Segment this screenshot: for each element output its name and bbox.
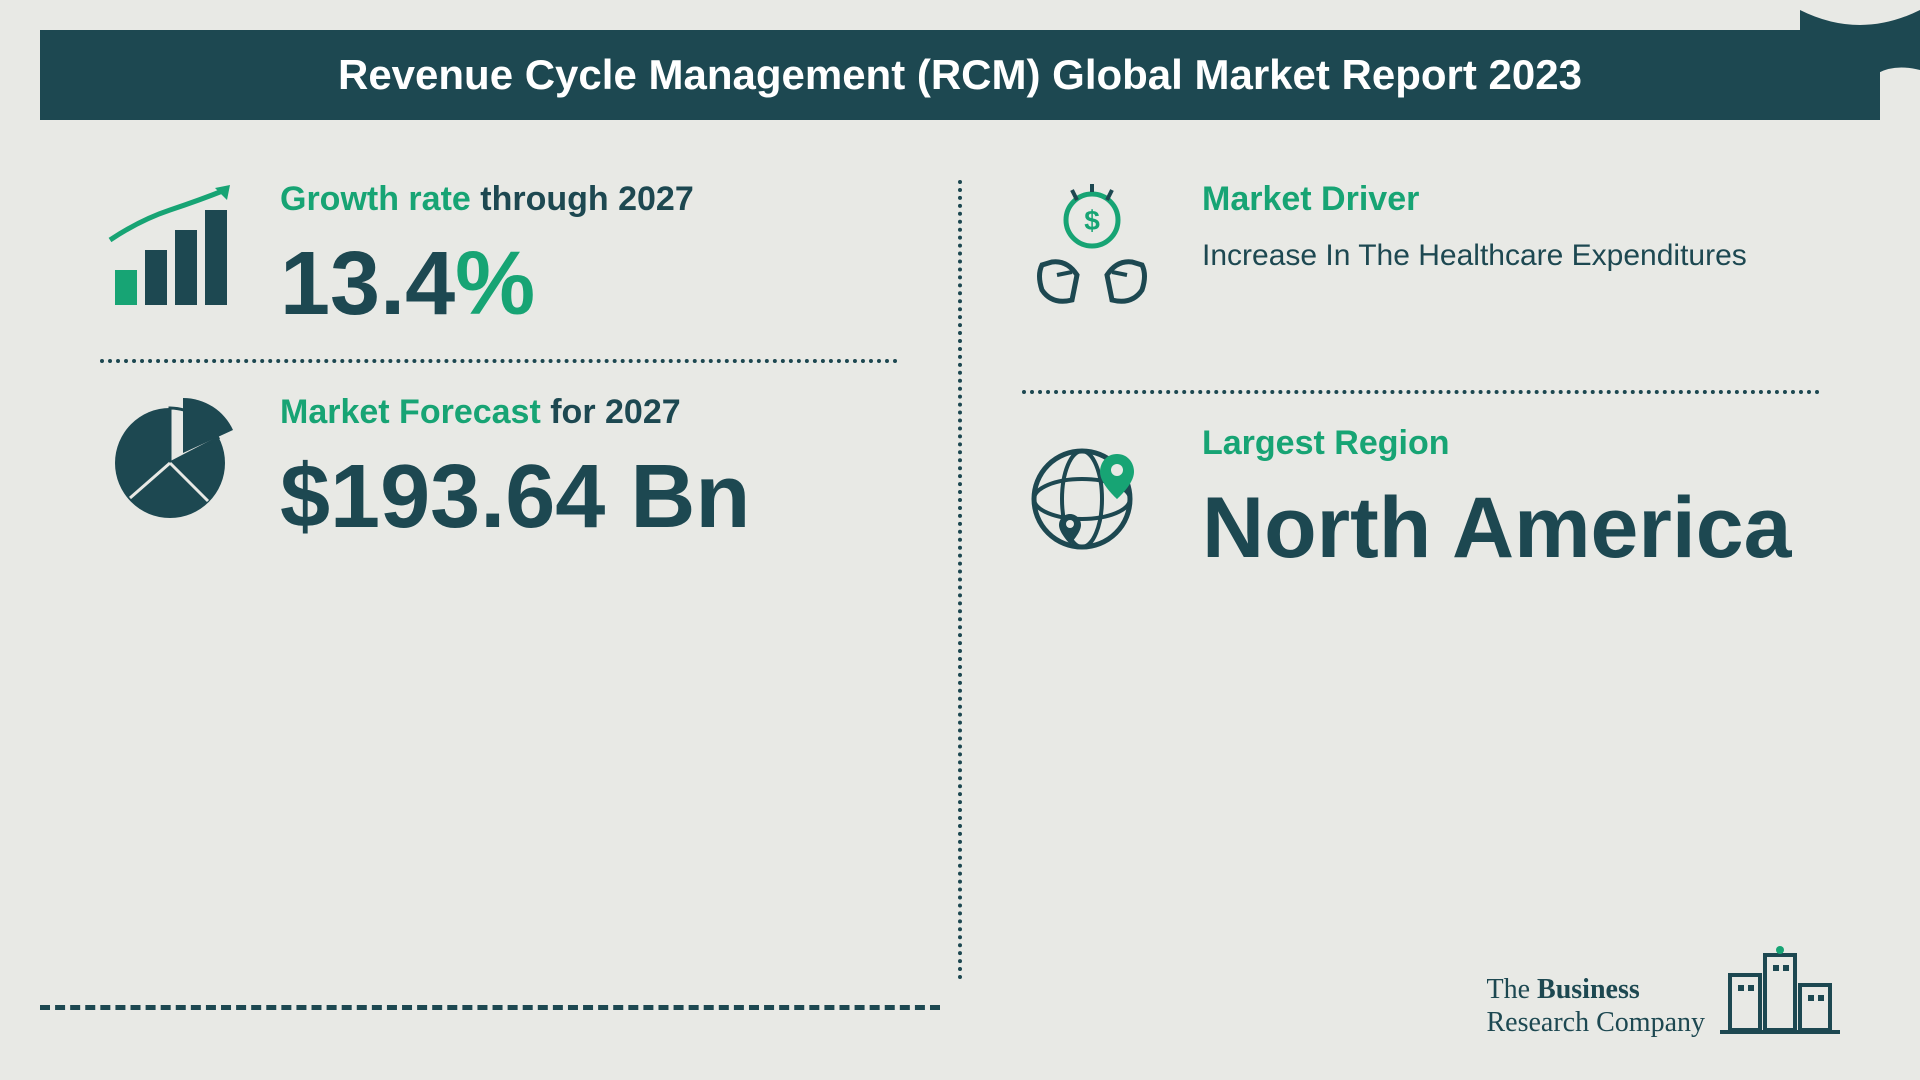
logo-line1-bold: Business (1537, 974, 1640, 1005)
largest-region-section: Largest Region North America (1022, 424, 1820, 573)
growth-rate-value: 13.4% (280, 239, 898, 329)
market-driver-text: Increase In The Healthcare Expenditures (1202, 239, 1820, 273)
right-column: $ Market Driver Increase In The Healthca… (1022, 180, 1820, 980)
logo-text: The Business Research Company (1487, 973, 1706, 1040)
market-forecast-value: $193.64 Bn (280, 452, 898, 542)
market-forecast-section: Market Forecast for 2027 $193.64 Bn (100, 393, 898, 542)
growth-rate-section: Growth rate through 2027 13.4% (100, 180, 898, 329)
globe-pins-icon (1022, 424, 1162, 564)
percent-symbol: % (455, 234, 535, 334)
growth-rate-label: Growth rate through 2027 (280, 180, 898, 219)
hands-dollar-icon: $ (1022, 180, 1162, 320)
market-forecast-text: Market Forecast for 2027 $193.64 Bn (280, 393, 898, 542)
vertical-divider (958, 180, 962, 980)
horizontal-divider-right (1022, 390, 1820, 394)
market-forecast-label-prefix: Market Forecast (280, 393, 541, 431)
largest-region-label: Largest Region (1202, 424, 1820, 463)
growth-rate-number: 13.4 (280, 234, 455, 334)
logo-line2: Research Company (1487, 1006, 1706, 1040)
buildings-icon (1720, 945, 1840, 1040)
content-grid: Growth rate through 2027 13.4% (100, 180, 1820, 980)
pie-chart-icon (100, 393, 240, 533)
largest-region-value: North America (1202, 483, 1820, 573)
growth-rate-label-suffix: through 2027 (471, 180, 694, 218)
bottom-dashed-line (40, 1005, 940, 1010)
logo-line1-thin: The (1487, 974, 1538, 1005)
svg-text:$: $ (1084, 205, 1100, 236)
market-forecast-label-suffix: for 2027 (541, 393, 681, 431)
market-driver-label: Market Driver (1202, 180, 1820, 219)
growth-rate-text: Growth rate through 2027 13.4% (280, 180, 898, 329)
horizontal-divider-left (100, 359, 898, 363)
left-column: Growth rate through 2027 13.4% (100, 180, 898, 980)
market-forecast-label: Market Forecast for 2027 (280, 393, 898, 432)
company-logo: The Business Research Company (1487, 945, 1841, 1040)
largest-region-text-wrap: Largest Region North America (1202, 424, 1820, 573)
page-title: Revenue Cycle Management (RCM) Global Ma… (338, 51, 1582, 99)
market-driver-section: $ Market Driver Increase In The Healthca… (1022, 180, 1820, 320)
market-driver-text-wrap: Market Driver Increase In The Healthcare… (1202, 180, 1820, 273)
header-bar: Revenue Cycle Management (RCM) Global Ma… (40, 30, 1880, 120)
growth-chart-icon (100, 180, 240, 320)
growth-rate-label-prefix: Growth rate (280, 180, 471, 218)
